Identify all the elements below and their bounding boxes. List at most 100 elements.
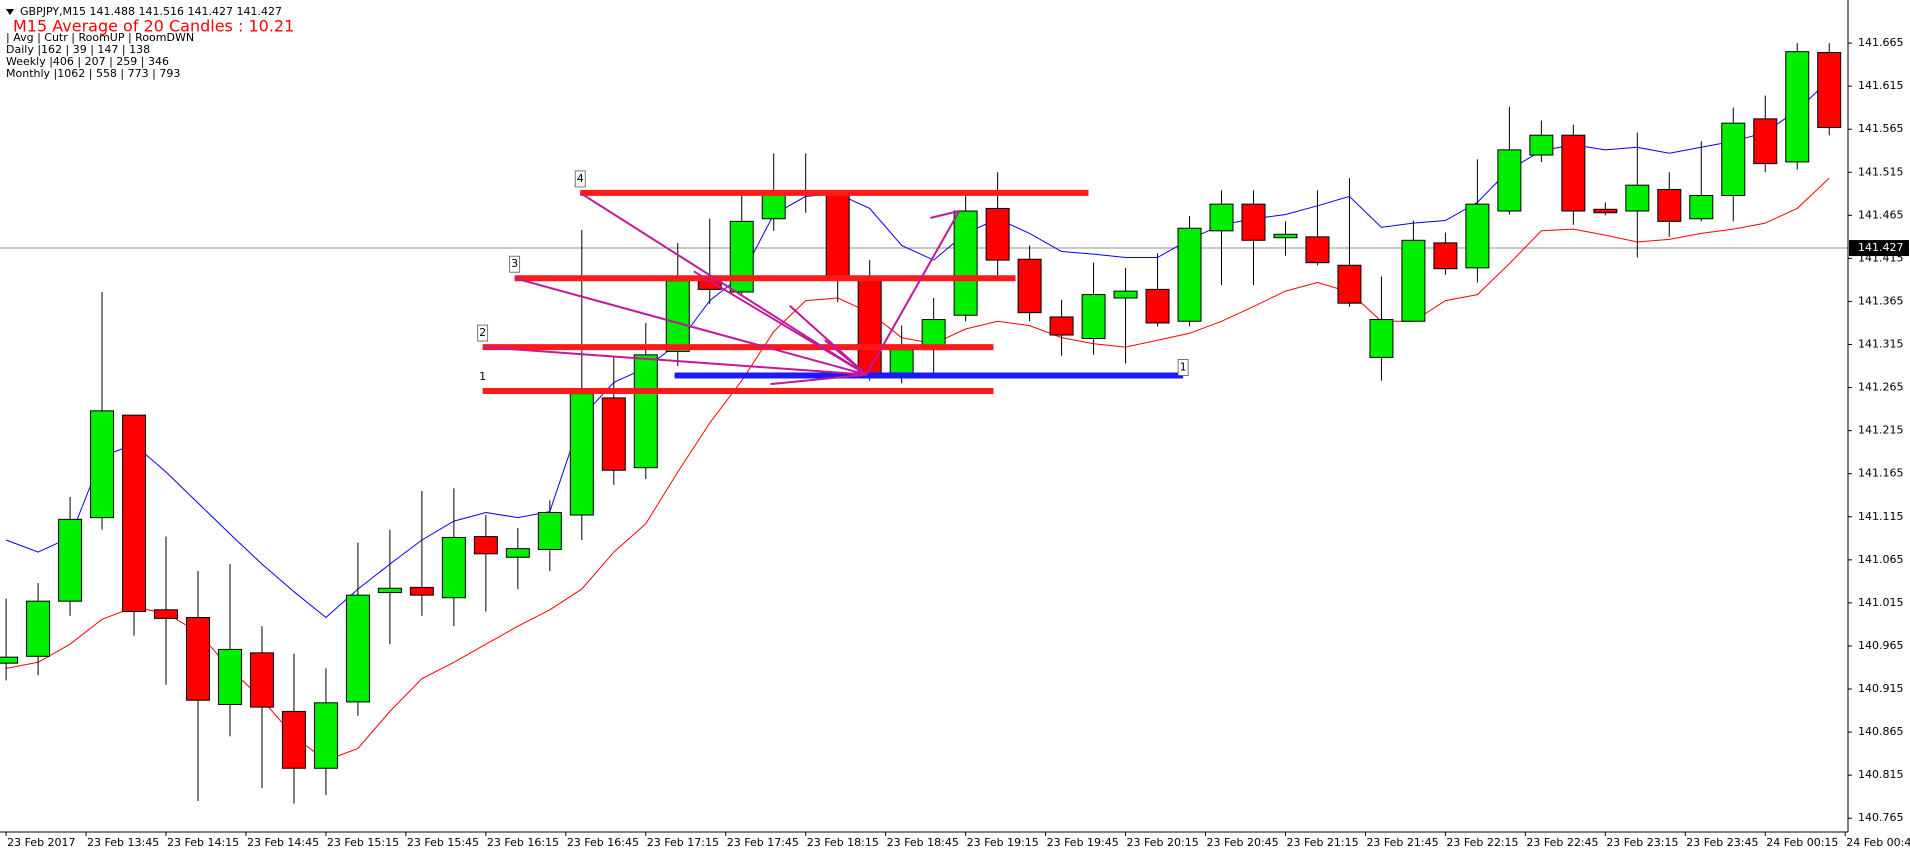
fan-line bbox=[693, 270, 867, 376]
x-tick-label: 23 Feb 21:45 bbox=[1366, 836, 1438, 849]
fan-line bbox=[824, 339, 868, 376]
x-tick-label: 23 Feb 15:15 bbox=[327, 836, 399, 849]
level-label: 3 bbox=[511, 257, 518, 270]
plot-area: 4 3 2 1 1 bbox=[0, 43, 1848, 804]
y-tick-label: 141.515 bbox=[1858, 165, 1904, 178]
candle-body bbox=[729, 220, 754, 293]
level-label-box bbox=[574, 170, 586, 188]
moving-average bbox=[5, 79, 1830, 619]
y-tick-label: 140.815 bbox=[1858, 768, 1904, 781]
candle-body bbox=[281, 710, 306, 769]
candle-body bbox=[1433, 242, 1458, 270]
y-tick-label: 141.215 bbox=[1858, 424, 1904, 437]
y-tick-label: 141.265 bbox=[1858, 381, 1904, 394]
indicator-title: M15 Average of 20 Candles : 10.21 bbox=[13, 17, 294, 36]
y-tick-label: 141.565 bbox=[1858, 122, 1904, 135]
x-tick-label: 23 Feb 14:15 bbox=[167, 836, 239, 849]
y-tick-label: 141.315 bbox=[1858, 338, 1904, 351]
candle-body bbox=[1785, 51, 1810, 163]
candle-body bbox=[1529, 134, 1554, 156]
candle-body bbox=[1817, 52, 1842, 128]
moving-average bbox=[6, 177, 1830, 762]
y-tick-label: 141.615 bbox=[1858, 79, 1904, 92]
candle-body bbox=[1049, 316, 1074, 336]
candle-body bbox=[249, 652, 274, 708]
x-tick-label: 23 Feb 17:15 bbox=[647, 836, 719, 849]
candle-body bbox=[953, 210, 978, 316]
menu-triangle[interactable] bbox=[6, 9, 14, 15]
candle-body bbox=[825, 190, 850, 278]
candle-body bbox=[409, 586, 434, 596]
fan-line bbox=[579, 192, 868, 376]
candle-body bbox=[1657, 188, 1682, 222]
candle-body bbox=[569, 393, 594, 516]
candle-body bbox=[1593, 208, 1618, 214]
x-tick-label: 23 Feb 19:15 bbox=[967, 836, 1039, 849]
y-tick-label: 141.465 bbox=[1858, 208, 1904, 221]
x-tick-label: 23 Feb 22:15 bbox=[1446, 836, 1518, 849]
candle-body bbox=[665, 280, 690, 352]
y-tick-label: 141.665 bbox=[1858, 36, 1904, 49]
fan-line bbox=[930, 210, 960, 219]
candle-body bbox=[1721, 122, 1746, 197]
candle-body bbox=[473, 536, 498, 555]
y-tick-label: 141.365 bbox=[1858, 294, 1904, 307]
level-label: 2 bbox=[479, 326, 486, 339]
candle-body bbox=[1497, 149, 1522, 212]
candle-body bbox=[1081, 294, 1106, 339]
level-label: 1 bbox=[479, 370, 486, 383]
candle-body bbox=[1145, 288, 1170, 324]
x-tick-label: 23 Feb 19:45 bbox=[1047, 836, 1119, 849]
candle-body bbox=[58, 518, 83, 602]
candle-body bbox=[313, 702, 338, 769]
candle-body bbox=[1273, 233, 1298, 239]
candle-body bbox=[1209, 203, 1234, 232]
candle-body bbox=[1625, 184, 1650, 212]
current-price-label: 141.427 bbox=[1858, 241, 1904, 254]
x-tick-label: 23 Feb 22:45 bbox=[1526, 836, 1598, 849]
x-tick-label: 23 Feb 15:45 bbox=[407, 836, 479, 849]
candle-body bbox=[185, 617, 210, 701]
candle-body bbox=[1177, 227, 1202, 322]
x-tick-label: 24 Feb 00:4 bbox=[1846, 836, 1910, 849]
fan-line bbox=[482, 346, 867, 376]
candle-body bbox=[1401, 239, 1426, 322]
y-tick-label: 140.865 bbox=[1858, 725, 1904, 738]
candle-body bbox=[0, 656, 19, 664]
candle-body bbox=[1753, 118, 1778, 165]
level-label: 4 bbox=[577, 172, 584, 185]
info-line: | Avg | Cutr | RoomUP | RoomDWN bbox=[6, 31, 194, 44]
level-label-box bbox=[477, 324, 489, 342]
candle-body bbox=[1241, 203, 1266, 241]
candle-body bbox=[1113, 290, 1138, 299]
candle-body bbox=[1305, 236, 1330, 264]
x-tick-label: 23 Feb 23:45 bbox=[1686, 836, 1758, 849]
candle-body bbox=[441, 536, 466, 599]
fan-line bbox=[770, 373, 867, 386]
candle-body bbox=[761, 193, 786, 220]
info-line: Monthly |1062 | 558 | 773 | 793 bbox=[6, 67, 180, 80]
candle-body bbox=[1369, 319, 1394, 358]
candle-body bbox=[505, 548, 530, 558]
candle-body bbox=[154, 609, 179, 619]
x-tick-label: 23 Feb 2017 bbox=[7, 836, 75, 849]
candle-body bbox=[377, 587, 402, 594]
candle-body bbox=[889, 349, 914, 374]
x-tick-label: 23 Feb 21:15 bbox=[1286, 836, 1358, 849]
y-tick-label: 141.065 bbox=[1858, 553, 1904, 566]
x-tick-label: 23 Feb 17:45 bbox=[727, 836, 799, 849]
x-tick-label: 24 Feb 00:15 bbox=[1766, 836, 1838, 849]
x-tick-label: 23 Feb 20:45 bbox=[1207, 836, 1279, 849]
candle-body bbox=[1689, 195, 1714, 220]
y-tick-label: 140.915 bbox=[1858, 682, 1904, 695]
fan-line bbox=[514, 277, 867, 376]
candle-body bbox=[1337, 264, 1362, 304]
candle-body bbox=[90, 410, 115, 519]
info-line: Weekly |406 | 207 | 259 | 346 bbox=[6, 55, 169, 68]
candle-body bbox=[1561, 134, 1586, 212]
level-label-box bbox=[509, 255, 521, 273]
candle-body bbox=[122, 414, 147, 613]
x-tick-label: 23 Feb 16:15 bbox=[487, 836, 559, 849]
